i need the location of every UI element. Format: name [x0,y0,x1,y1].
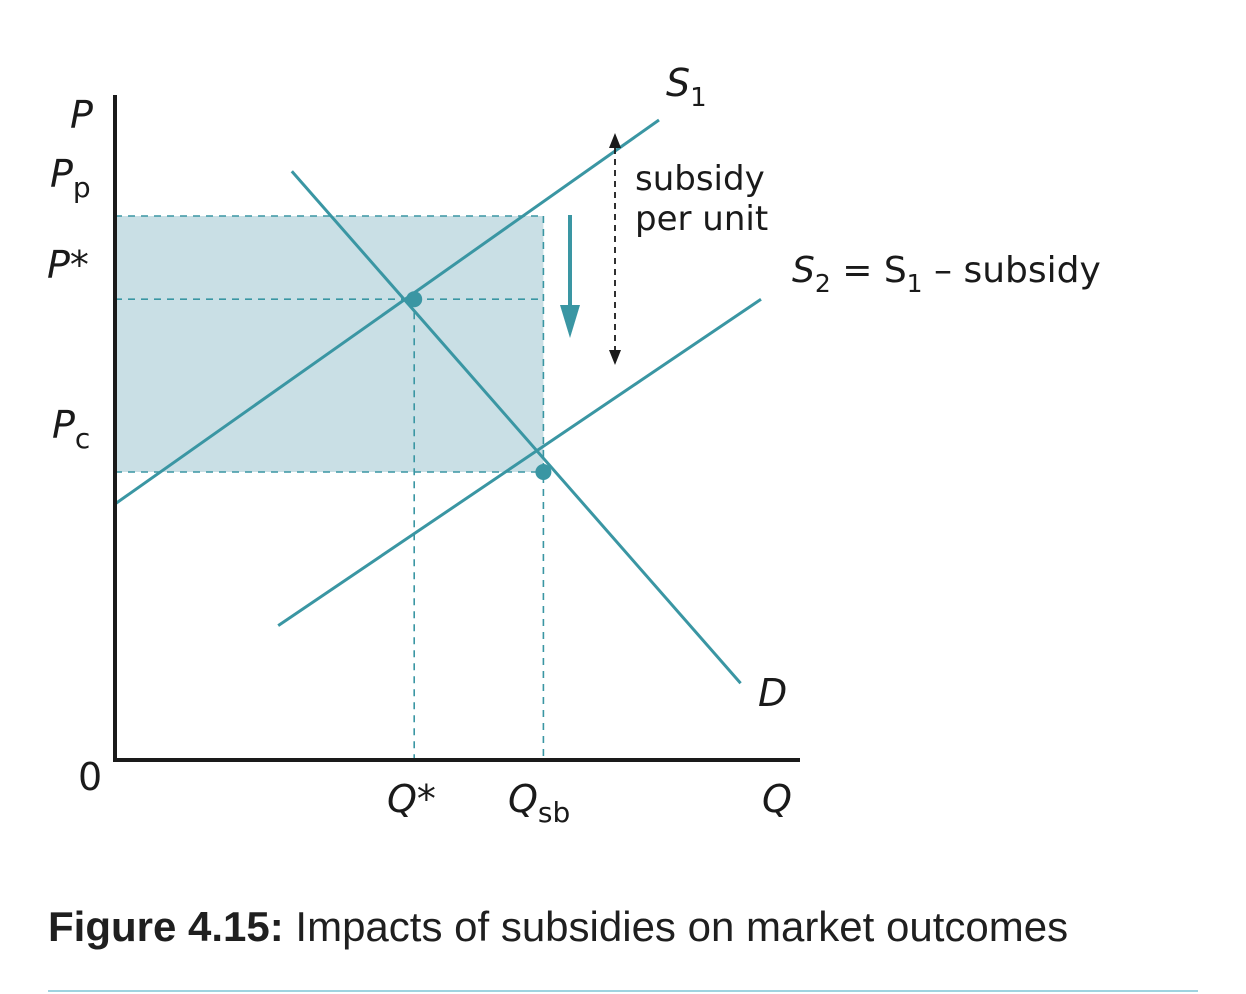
s1-label: S1 [666,61,707,113]
figure-caption: Figure 4.15: Impacts of subsidies on mar… [48,903,1068,951]
subsidy-per-unit-arrow [609,133,621,365]
pc-label: Pc [52,403,90,455]
subsidy-annotation-line2: per unit [635,199,768,239]
qsb-label: Qsb [508,777,570,829]
supply-curve-s2 [277,297,762,627]
pp-label: Pp [50,152,91,204]
d-label: D [758,671,787,715]
equilibrium-point-subsidized [535,464,552,480]
demand-curve [290,170,742,685]
equilibrium-point-original [406,291,423,308]
pstar-label: P* [47,243,89,287]
caption-text: Impacts of subsidies on market outcomes [283,903,1069,950]
subsidy-area [115,216,544,472]
x-axis-label: Q [762,777,792,821]
s2-label: S2 = S1 – subsidy [792,250,1101,298]
subsidy-annotation-line1: subsidy [635,159,765,199]
y-axis-label: P [70,93,93,137]
supply-curve-s1 [114,118,660,506]
qstar-label: Q* [387,777,436,821]
caption-figure-number: Figure 4.15: [48,903,284,950]
caption-divider [48,990,1198,992]
origin-label: 0 [78,755,102,799]
shift-arrow [560,215,580,338]
